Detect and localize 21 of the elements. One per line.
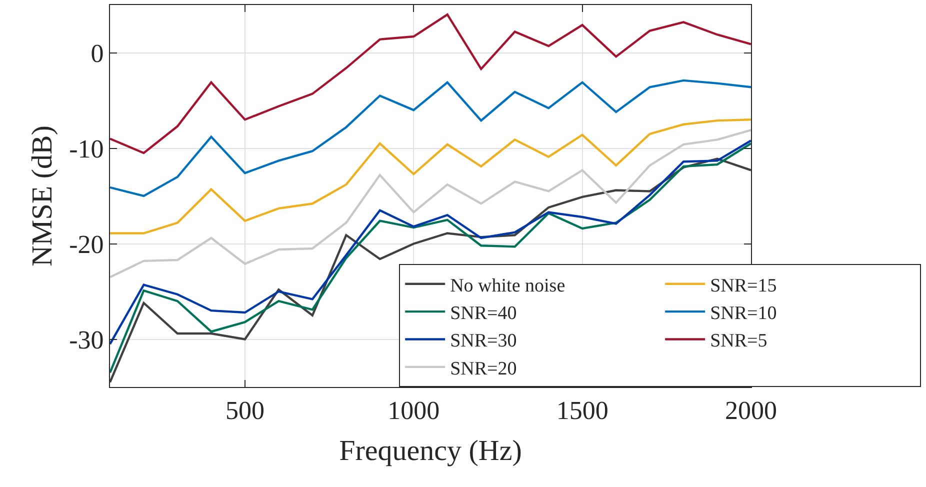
legend-label: SNR=15 — [710, 275, 777, 296]
y-tick-label: -30 — [69, 325, 104, 354]
y-axis-title: NMSE (dB) — [26, 126, 58, 266]
line-series — [110, 129, 751, 278]
x-tick-label: 2000 — [725, 396, 777, 426]
legend-label: SNR=30 — [450, 330, 517, 352]
x-tick-label: 1500 — [556, 396, 608, 426]
y-tick-label: 0 — [90, 38, 104, 68]
legend-label: SNR=10 — [710, 302, 777, 324]
line-series — [110, 13, 751, 154]
y-tick-label: -20 — [69, 230, 104, 259]
x-tick-label: 500 — [225, 396, 264, 426]
line-series — [110, 79, 751, 198]
legend-label: SNR=40 — [450, 302, 517, 324]
legend-label: SNR=5 — [710, 330, 768, 352]
x-axis-title: Frequency (Hz) — [339, 435, 522, 467]
legend-label: SNR=20 — [450, 358, 517, 380]
line-series — [110, 118, 751, 234]
legend-label: No white noise — [450, 275, 566, 296]
y-tick-label: -10 — [69, 134, 104, 164]
x-tick-label: 1000 — [388, 396, 440, 426]
